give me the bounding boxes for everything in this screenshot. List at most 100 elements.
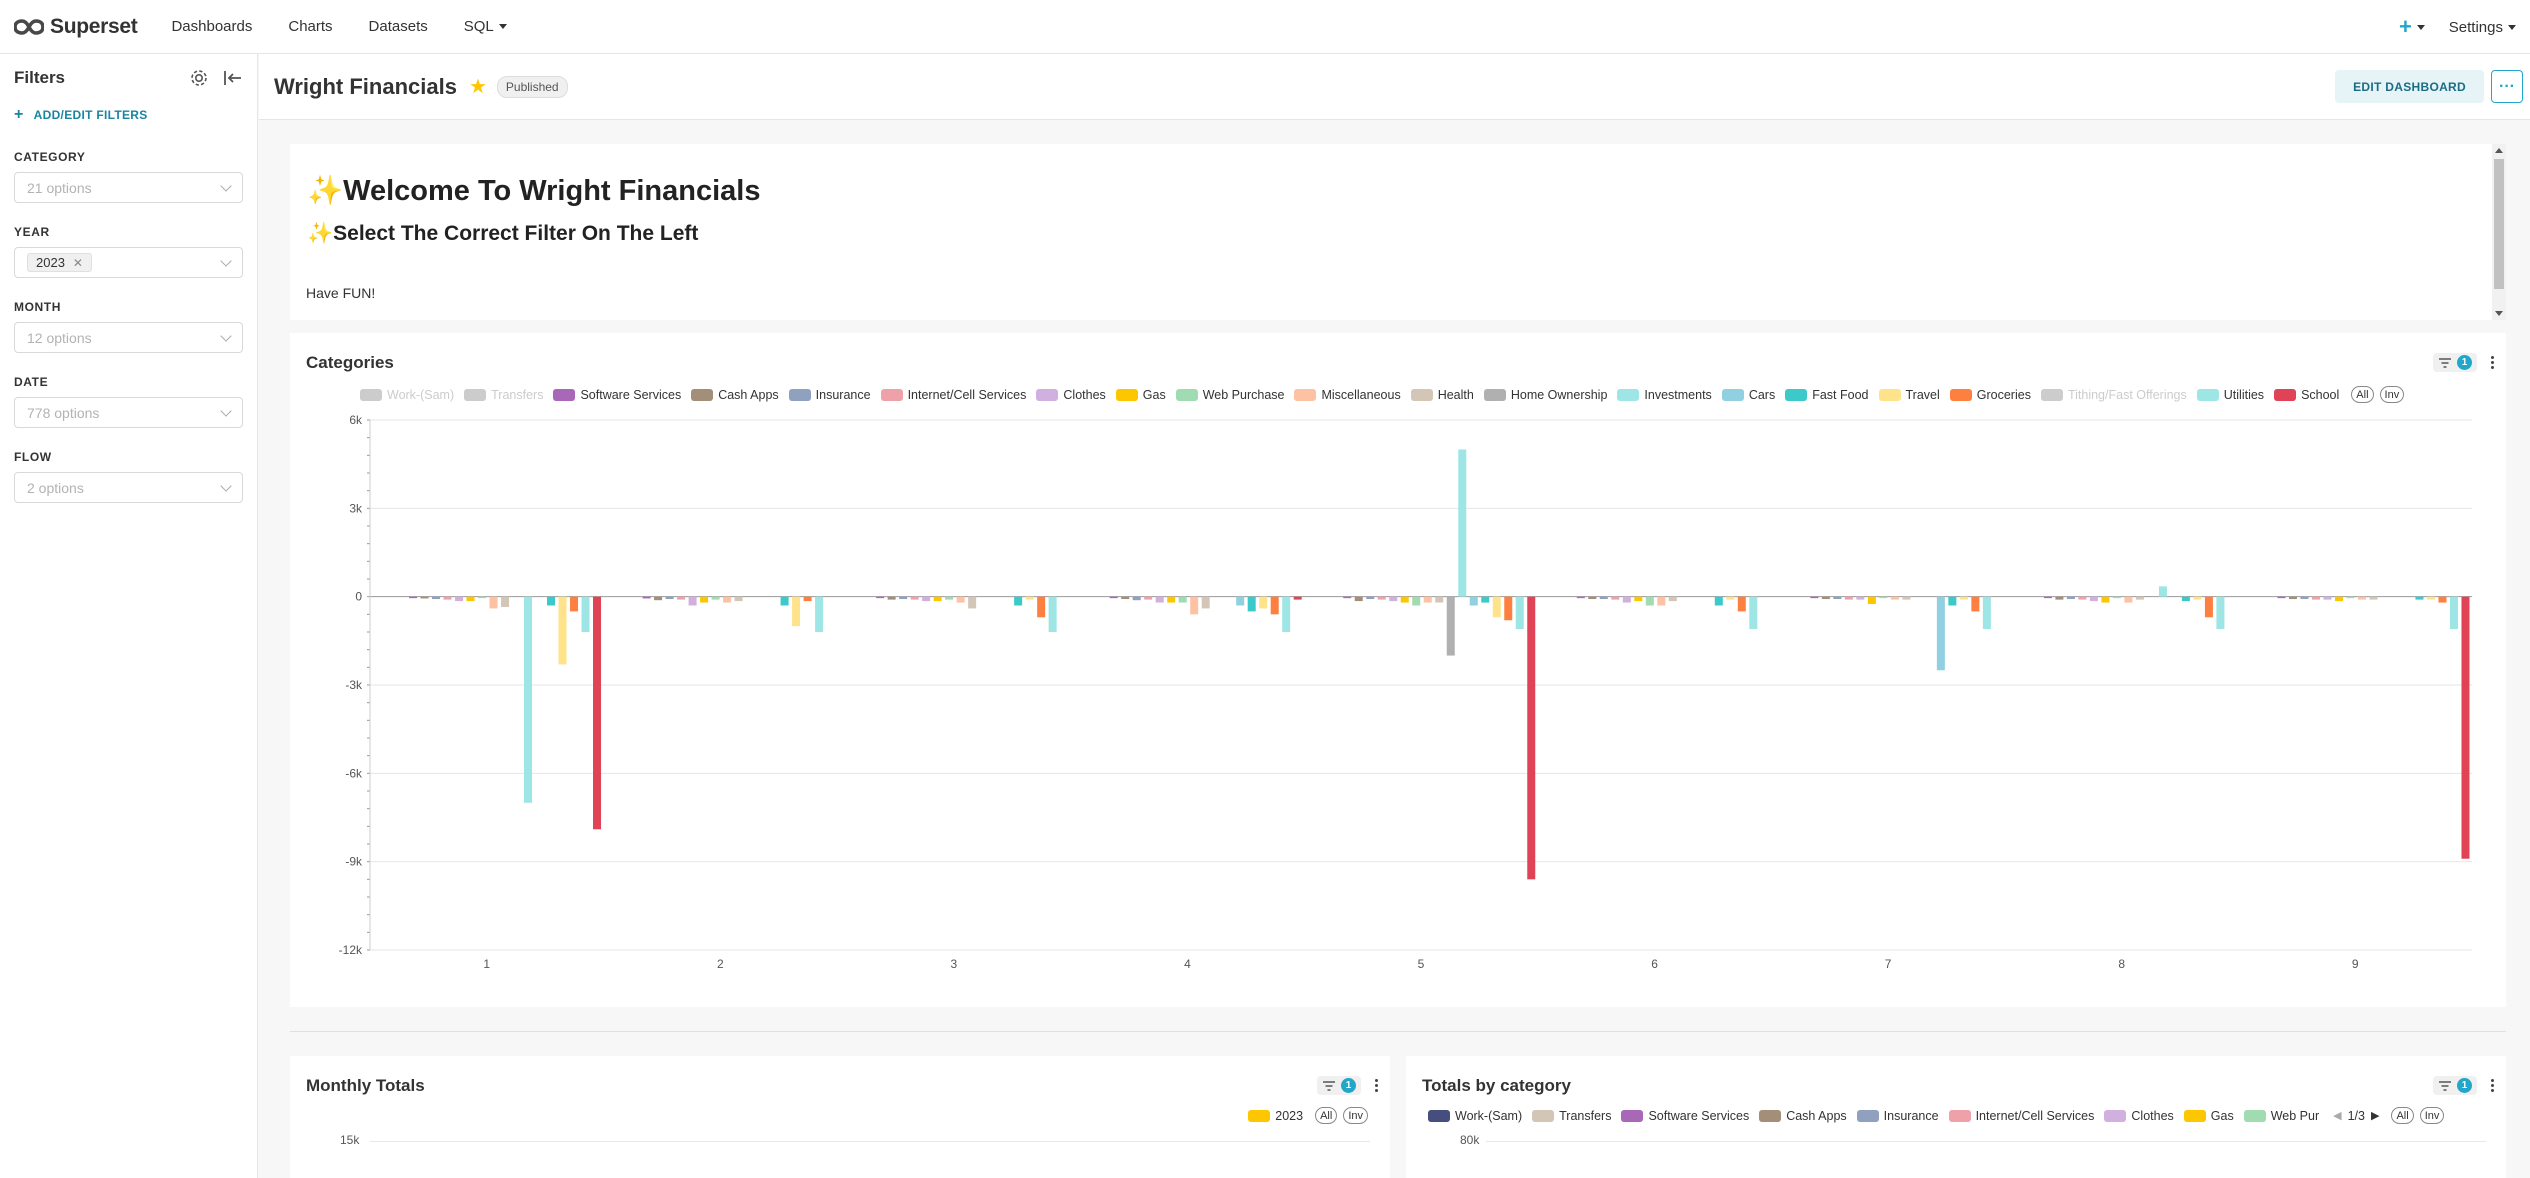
close-icon[interactable]: ✕ xyxy=(72,255,83,270)
row-divider xyxy=(290,1031,2506,1032)
legend-item[interactable]: Internet/Cell Services xyxy=(1948,1109,2094,1123)
new-item-menu[interactable]: + xyxy=(2399,14,2425,40)
bar xyxy=(1366,596,1375,600)
chart-menu-icon[interactable] xyxy=(1375,1079,1378,1092)
chart-menu-icon[interactable] xyxy=(2491,356,2494,369)
bar xyxy=(1867,596,1876,605)
settings-menu[interactable]: Settings xyxy=(2449,19,2516,36)
applied-filters-indicator[interactable]: 1 xyxy=(1317,1076,1361,1095)
legend-next-page-icon[interactable]: ▶ xyxy=(2370,1110,2380,1122)
legend-item[interactable]: Fast Food xyxy=(1785,388,1869,402)
chart-menu-icon[interactable] xyxy=(2491,1079,2494,1092)
status-badge[interactable]: Published xyxy=(496,75,568,98)
legend-swatch xyxy=(1621,1109,1644,1122)
legend-item[interactable]: Software Services xyxy=(1621,1109,1749,1123)
legend-item[interactable]: Clothes xyxy=(2104,1109,2174,1123)
legend-item[interactable]: Gas xyxy=(1115,388,1166,402)
nav-dashboards[interactable]: Dashboards xyxy=(171,17,253,35)
bar xyxy=(501,596,510,607)
legend-item[interactable]: Miscellaneous xyxy=(1294,388,1401,402)
top-navbar: Superset Dashboards Charts Datasets SQL … xyxy=(0,0,2530,54)
legend-item[interactable]: Investments xyxy=(1617,388,1712,402)
scrollbar[interactable] xyxy=(2492,144,2506,320)
add-edit-filters-button[interactable]: + ADD/EDIT FILTERS xyxy=(14,102,257,128)
legend-item[interactable]: Software Services xyxy=(553,388,681,402)
bar xyxy=(2112,596,2121,599)
edit-dashboard-button[interactable]: EDIT DASHBOARD xyxy=(2335,70,2484,103)
scroll-down-icon[interactable] xyxy=(2495,311,2503,316)
legend-item[interactable]: Work-(Sam) xyxy=(1428,1109,1522,1123)
nav-sql[interactable]: SQL xyxy=(446,0,525,54)
bar xyxy=(1611,596,1620,600)
selected-tag: 2023 ✕ xyxy=(27,253,92,272)
markdown-paragraph: Have FUN! xyxy=(306,285,376,301)
legend-item[interactable]: Home Ownership xyxy=(1483,388,1607,402)
legend-item[interactable]: Utilities xyxy=(2196,387,2265,402)
bar xyxy=(968,596,977,609)
legend-item[interactable]: Health xyxy=(1410,388,1474,402)
legend-item[interactable]: Clothes xyxy=(1036,388,1106,402)
bar xyxy=(956,596,965,603)
legend-item[interactable]: Insurance xyxy=(788,388,871,402)
legend-inverse-button[interactable]: Inv xyxy=(2379,386,2405,403)
legend-item[interactable]: School xyxy=(2274,388,2339,402)
filter-select-date[interactable]: 778 options xyxy=(14,397,243,428)
legend-inverse-button[interactable]: Inv xyxy=(2419,1107,2445,1124)
legend-item[interactable]: Cars xyxy=(1721,388,1775,402)
legend-item[interactable]: Insurance xyxy=(1856,1109,1939,1123)
bar xyxy=(547,596,556,606)
nav-datasets[interactable]: Datasets xyxy=(368,17,428,35)
legend-item[interactable]: Cash Apps xyxy=(691,388,779,402)
legend-item[interactable]: Travel xyxy=(1878,388,1940,402)
legend-item[interactable]: Internet/Cell Services xyxy=(880,388,1026,402)
legend-item[interactable]: Web Purchase xyxy=(1175,388,1284,402)
legend-item[interactable]: Transfers xyxy=(464,388,543,402)
gear-icon[interactable] xyxy=(189,68,209,88)
legend-item[interactable]: 2023 xyxy=(1248,1109,1303,1123)
filter-select-category[interactable]: 21 options xyxy=(14,172,243,203)
legend-select-all-button[interactable]: All xyxy=(1315,1107,1338,1124)
nav-charts[interactable]: Charts xyxy=(288,17,333,35)
legend-label: Utilities xyxy=(2223,387,2265,402)
collapse-panel-icon[interactable] xyxy=(223,69,243,87)
filter-label-date: DATE xyxy=(14,375,49,389)
bar xyxy=(2277,596,2286,599)
nav-sql-label: SQL xyxy=(463,17,494,35)
superset-logo[interactable]: Superset xyxy=(14,0,138,54)
legend-select-all-button[interactable]: All xyxy=(2351,386,2374,403)
bar xyxy=(899,596,908,600)
legend-swatch xyxy=(1617,388,1640,401)
filter-select-month[interactable]: 12 options xyxy=(14,322,243,353)
applied-filters-indicator[interactable]: 1 xyxy=(2433,1076,2477,1095)
legend-label: Software Services xyxy=(580,387,682,402)
bar xyxy=(2449,596,2458,630)
legend-item[interactable]: Tithing/Fast Offerings xyxy=(2040,388,2187,402)
legend-select-all-button[interactable]: All xyxy=(2391,1107,2414,1124)
filter-select-year[interactable]: 2023 ✕ xyxy=(14,247,243,278)
y-tick-label: -6k xyxy=(345,766,363,780)
legend-item[interactable]: Gas xyxy=(2183,1109,2234,1123)
applied-filters-indicator[interactable]: 1 xyxy=(2433,353,2477,372)
scroll-up-icon[interactable] xyxy=(2495,148,2503,153)
more-options-button[interactable]: ··· xyxy=(2491,70,2523,103)
markdown-card: ✨Welcome To Wright Financials ✨Select Th… xyxy=(290,144,2506,320)
bar xyxy=(1959,596,1968,600)
legend-inverse-button[interactable]: Inv xyxy=(1343,1107,1368,1124)
x-tick-label: 9 xyxy=(2352,957,2359,971)
chart-title: Categories xyxy=(306,353,394,372)
scrollbar-thumb[interactable] xyxy=(2494,159,2504,289)
legend-item[interactable]: Transfers xyxy=(1532,1109,1611,1123)
bar xyxy=(1856,596,1865,600)
favorite-star-icon[interactable]: ★ xyxy=(468,76,487,98)
legend-prev-page-icon[interactable]: ◀ xyxy=(2333,1110,2342,1122)
legend-item[interactable]: Cash Apps xyxy=(1759,1109,1847,1123)
bar xyxy=(1833,596,1842,600)
chevron-down-icon xyxy=(220,179,232,192)
legend-item[interactable]: Web Pur xyxy=(2243,1109,2319,1123)
legend-swatch xyxy=(1410,388,1433,401)
legend-item[interactable]: Work-(Sam) xyxy=(360,388,454,402)
legend-label: Transfers xyxy=(491,387,544,402)
legend-swatch xyxy=(2243,1109,2266,1122)
legend-item[interactable]: Groceries xyxy=(1949,388,2031,402)
filter-select-flow[interactable]: 2 options xyxy=(14,472,243,503)
